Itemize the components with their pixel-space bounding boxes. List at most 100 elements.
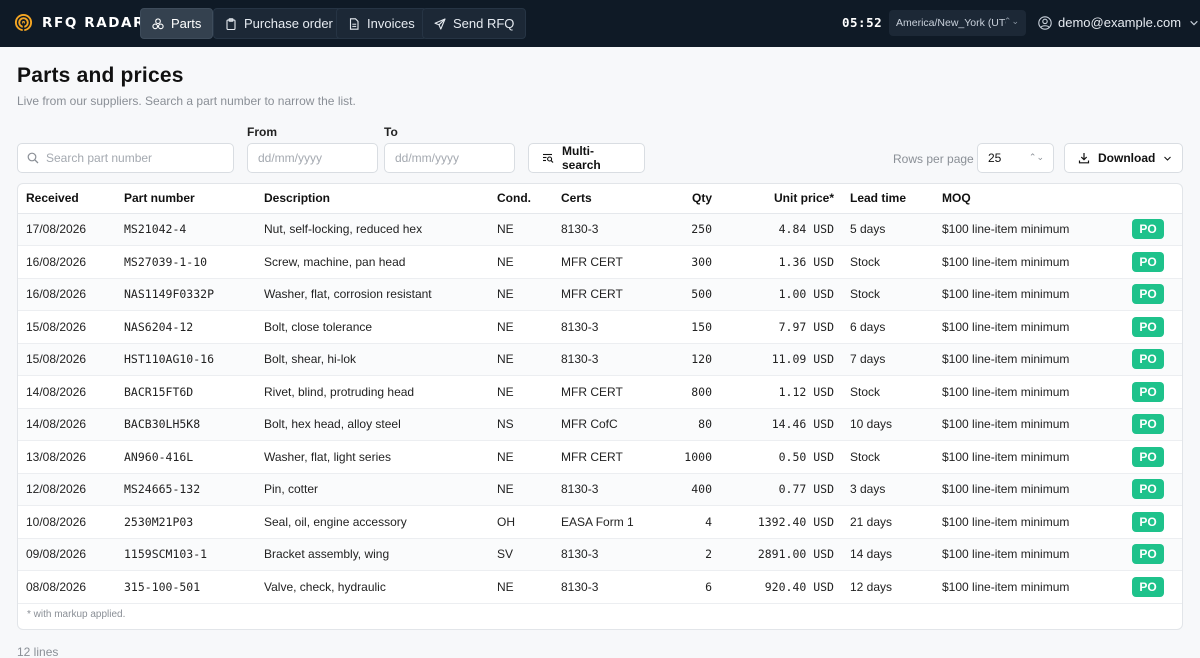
table-row[interactable]: 08/08/2026 315-100-501 Valve, check, hydra… <box>18 570 1182 604</box>
cell-unit-price: 4.84 USD <box>720 213 842 246</box>
multi-search-button[interactable]: Multi-search <box>528 143 645 173</box>
from-date-input[interactable] <box>247 143 378 173</box>
po-button[interactable]: PO <box>1132 511 1164 532</box>
table-row[interactable]: 09/08/2026 1159SCM103-1 Bracket assembly, … <box>18 538 1182 571</box>
cell-action: PO <box>1124 343 1182 376</box>
cell-qty: 500 <box>658 278 720 311</box>
cell-part-number[interactable]: MS24665-132 <box>116 473 256 506</box>
cell-part-number[interactable]: BACR15FT6D <box>116 375 256 409</box>
user-menu[interactable]: demo@example.com <box>1038 15 1199 30</box>
po-button[interactable]: PO <box>1132 349 1164 370</box>
cell-certs: 8130-3 <box>553 538 658 571</box>
col-unit-price[interactable]: Unit price* <box>720 184 842 214</box>
po-button[interactable]: PO <box>1132 381 1164 402</box>
brand-name: RFQ RADAR <box>42 14 146 31</box>
col-certs[interactable]: Certs <box>553 184 658 214</box>
cell-part-number[interactable]: NAS1149F0332P <box>116 278 256 311</box>
cell-lead-time: Stock <box>842 245 934 279</box>
brand[interactable]: RFQ RADAR <box>14 13 145 32</box>
table-row[interactable]: 13/08/2026 AN960-416L Washer, flat, light … <box>18 440 1182 474</box>
to-label: To <box>384 125 398 139</box>
po-button[interactable]: PO <box>1132 544 1164 565</box>
radar-icon <box>14 13 33 32</box>
cell-description: Bolt, hex head, alloy steel <box>256 408 489 441</box>
cell-condition: NE <box>489 473 553 506</box>
table-row[interactable]: 14/08/2026 BACR15FT6D Rivet, blind, protru… <box>18 375 1182 409</box>
col-moq[interactable]: MOQ <box>934 184 1124 214</box>
cell-certs: 8130-3 <box>553 570 658 604</box>
clock: 05:52 <box>842 15 883 30</box>
tab-invoices[interactable]: Invoices <box>336 8 427 39</box>
cell-qty: 400 <box>658 473 720 506</box>
table-row[interactable]: 15/08/2026 HST110AG10-16 Bolt, shear, hi-l… <box>18 343 1182 376</box>
timezone-value: America/New_York (UTC <box>896 17 1006 29</box>
timezone-select[interactable]: America/New_York (UTC ⌃⌄ <box>889 10 1026 36</box>
table-row[interactable]: 12/08/2026 MS24665-132 Pin, cotter NE 8130-3… <box>18 473 1182 506</box>
col-qty[interactable]: Qty <box>658 184 720 214</box>
cell-condition: NE <box>489 278 553 311</box>
cell-qty: 4 <box>658 505 720 539</box>
cell-action: PO <box>1124 375 1182 409</box>
tab-parts[interactable]: Parts <box>140 8 214 39</box>
search-field <box>17 143 234 173</box>
table-row[interactable]: 16/08/2026 MS27039-1-10 Screw, machine, pa… <box>18 245 1182 279</box>
cell-received: 15/08/2026 <box>18 343 116 376</box>
page-title: Parts and prices <box>17 64 184 87</box>
cell-moq: $100 line-item minimum <box>934 408 1124 441</box>
cell-part-number[interactable]: BACB30LH5K8 <box>116 408 256 441</box>
cell-part-number[interactable]: HST110AG10-16 <box>116 343 256 376</box>
tab-invoices-label: Invoices <box>367 16 415 31</box>
cell-lead-time: 7 days <box>842 343 934 376</box>
tab-purchase-order[interactable]: Purchase order <box>213 8 345 39</box>
cell-description: Valve, check, hydraulic <box>256 570 489 604</box>
cell-received: 14/08/2026 <box>18 375 116 409</box>
cell-description: Washer, flat, corrosion resistant <box>256 278 489 311</box>
chevron-down-icon <box>1164 156 1172 161</box>
table-row[interactable]: 10/08/2026 2530M21P03 Seal, oil, engine ac… <box>18 505 1182 539</box>
po-button[interactable]: PO <box>1132 414 1164 435</box>
cell-part-number[interactable]: NAS6204-12 <box>116 310 256 344</box>
cell-moq: $100 line-item minimum <box>934 538 1124 571</box>
to-date-input[interactable] <box>384 143 515 173</box>
cell-qty: 800 <box>658 375 720 409</box>
table-row[interactable]: 17/08/2026 MS21042-4 Nut, self-locking, re… <box>18 213 1182 246</box>
parts-table-card: Received Part number Description Cond. C… <box>17 183 1183 630</box>
cell-unit-price: 0.77 USD <box>720 473 842 506</box>
cell-unit-price: 1.36 USD <box>720 245 842 279</box>
col-received[interactable]: Received <box>18 184 116 214</box>
po-button[interactable]: PO <box>1132 316 1164 337</box>
cell-received: 09/08/2026 <box>18 538 116 571</box>
po-button[interactable]: PO <box>1132 219 1164 240</box>
user-email: demo@example.com <box>1058 15 1182 30</box>
cell-part-number[interactable]: MS27039-1-10 <box>116 245 256 279</box>
cell-certs: 8130-3 <box>553 213 658 246</box>
col-condition[interactable]: Cond. <box>489 184 553 214</box>
po-button[interactable]: PO <box>1132 446 1164 467</box>
cell-part-number[interactable]: MS21042-4 <box>116 213 256 246</box>
cell-moq: $100 line-item minimum <box>934 440 1124 474</box>
table-row[interactable]: 14/08/2026 BACB30LH5K8 Bolt, hex head, all… <box>18 408 1182 441</box>
col-lead-time[interactable]: Lead time <box>842 184 934 214</box>
cell-part-number[interactable]: 1159SCM103-1 <box>116 538 256 571</box>
table-row[interactable]: 15/08/2026 NAS6204-12 Bolt, close toleranc… <box>18 310 1182 344</box>
col-part-number[interactable]: Part number <box>116 184 256 214</box>
search-input[interactable] <box>17 143 234 173</box>
cell-condition: NS <box>489 408 553 441</box>
po-button[interactable]: PO <box>1132 479 1164 500</box>
cell-lead-time: 5 days <box>842 213 934 246</box>
cell-description: Bracket assembly, wing <box>256 538 489 571</box>
col-description[interactable]: Description <box>256 184 489 214</box>
po-button[interactable]: PO <box>1132 576 1164 597</box>
rows-per-page-select[interactable]: 25 ⌃⌄ <box>977 143 1054 173</box>
tab-send-rfq[interactable]: Send RFQ <box>422 8 527 39</box>
po-button[interactable]: PO <box>1132 284 1164 305</box>
cell-qty: 6 <box>658 570 720 604</box>
cell-moq: $100 line-item minimum <box>934 310 1124 344</box>
cell-certs: 8130-3 <box>553 310 658 344</box>
download-button[interactable]: Download <box>1064 143 1183 173</box>
table-row[interactable]: 16/08/2026 NAS1149F0332P Washer, flat, cor… <box>18 278 1182 311</box>
cell-part-number[interactable]: 315-100-501 <box>116 570 256 604</box>
po-button[interactable]: PO <box>1132 251 1164 272</box>
cell-part-number[interactable]: 2530M21P03 <box>116 505 256 539</box>
cell-part-number[interactable]: AN960-416L <box>116 440 256 474</box>
